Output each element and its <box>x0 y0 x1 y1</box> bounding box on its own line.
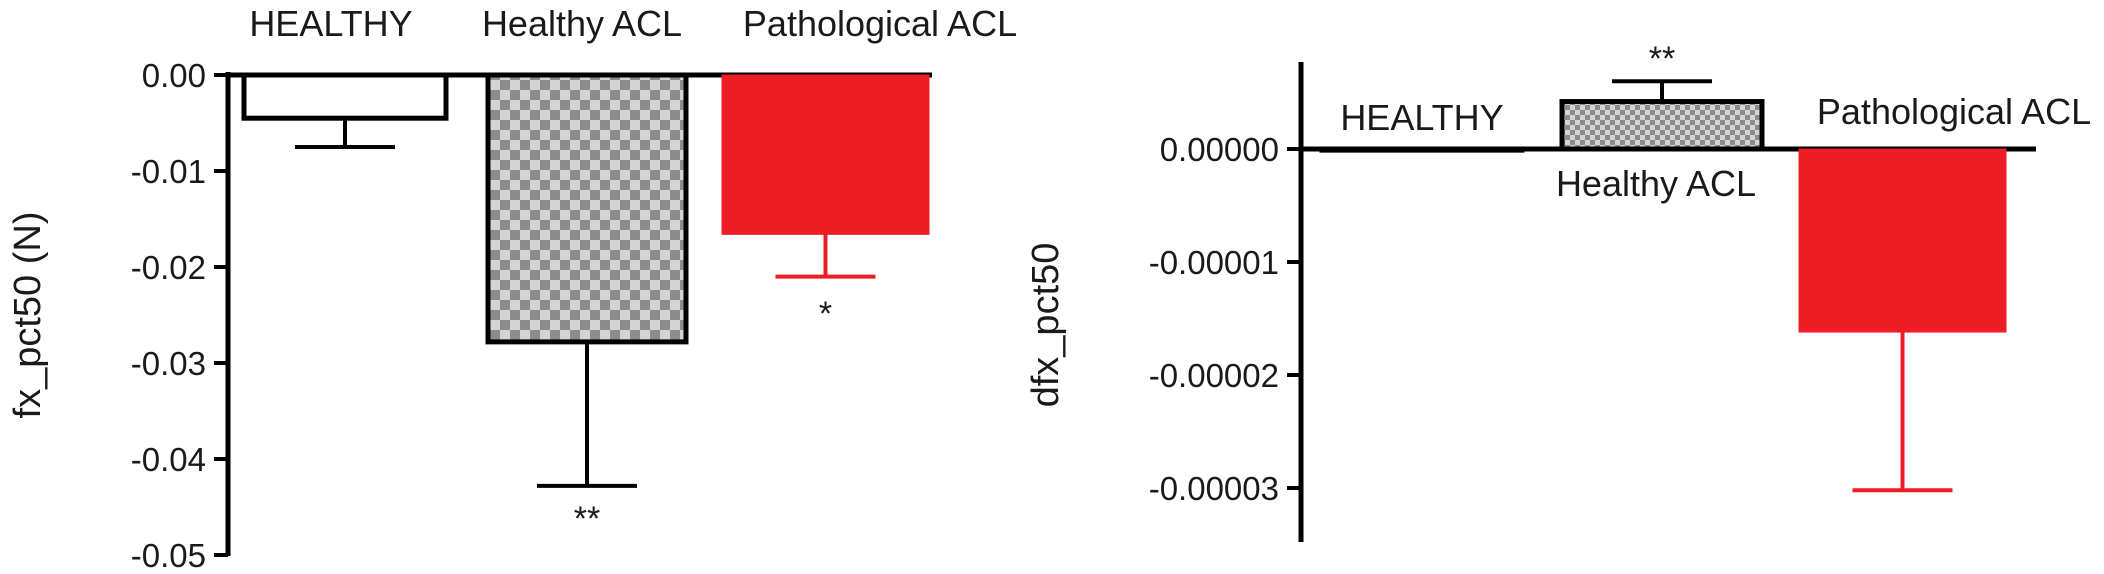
category-label: Pathological ACL <box>1817 91 2091 132</box>
category-label: Healthy ACL <box>482 3 682 44</box>
bar-pathological-acl <box>721 74 930 235</box>
y-tick-label: -0.04 <box>131 441 206 478</box>
y-tick-label: -0.03 <box>131 345 206 382</box>
significance-marker: * <box>819 295 832 333</box>
bar-healthy <box>1319 146 1525 153</box>
y-tick-label: -0.05 <box>131 537 206 574</box>
bar-healthy-acl <box>1559 99 1765 152</box>
category-label: HEALTHY <box>249 3 412 44</box>
fx-pct50-chart: fx_pct50 (N) 0.00 -0.01 -0.02 -0.03 -0.04 -0.… <box>7 3 1017 574</box>
y-tick-label: -0.00001 <box>1149 244 1279 281</box>
significance-marker: ** <box>1649 40 1675 78</box>
y-axis-title: fx_pct50 (N) <box>7 212 49 419</box>
dfx-pct50-chart: dfx_pct50 0.00000 -0.00001 -0.00002 -0.0000… <box>1025 40 2091 542</box>
y-tick-label: -0.01 <box>131 153 206 190</box>
y-axis-title: dfx_pct50 <box>1025 243 1067 408</box>
bar-healthy <box>241 72 449 121</box>
y-tick-label: -0.00003 <box>1149 470 1279 507</box>
bar-healthy-acl <box>485 72 689 345</box>
y-tick-label: -0.02 <box>131 249 206 286</box>
category-label: Pathological ACL <box>743 3 1017 44</box>
y-tick-label: 0.00000 <box>1160 131 1279 168</box>
y-tick-label: 0.00 <box>142 57 206 94</box>
y-tick-label: -0.00002 <box>1149 357 1279 394</box>
significance-marker: ** <box>574 500 600 538</box>
bar-pathological-acl <box>1798 148 2007 333</box>
category-label: Healthy ACL <box>1556 163 1756 204</box>
category-label: HEALTHY <box>1340 97 1503 138</box>
